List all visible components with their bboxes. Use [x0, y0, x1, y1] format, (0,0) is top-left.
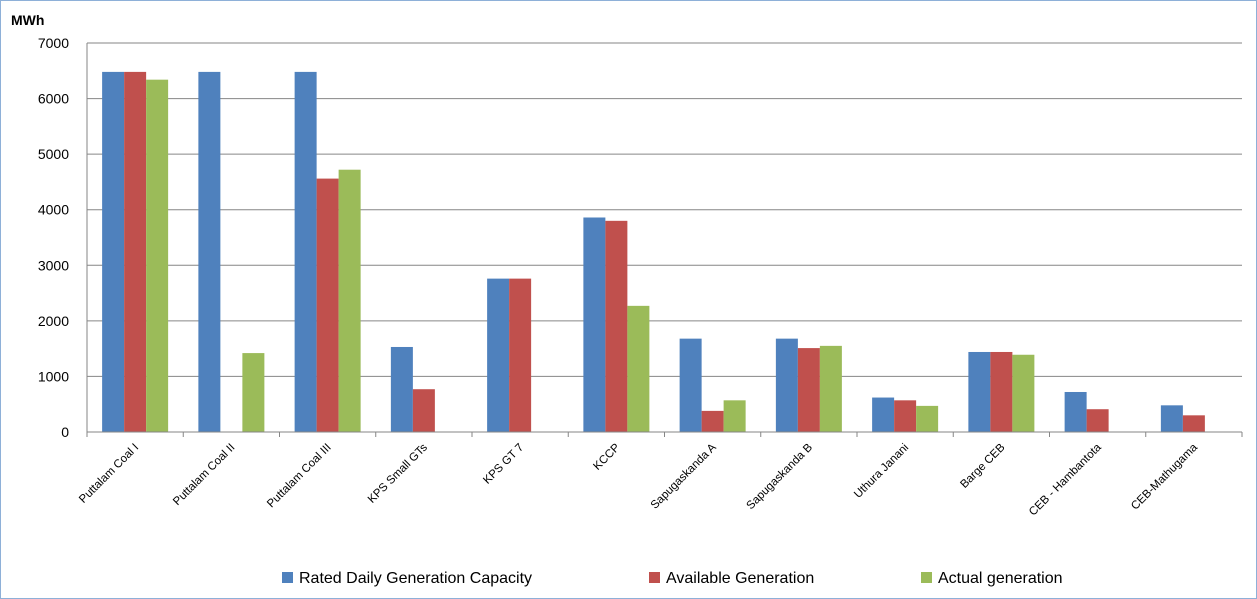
- x-tick-label: Puttalam Coal II: [171, 442, 237, 508]
- y-tick-label: 7000: [38, 35, 69, 51]
- bar: [412, 389, 435, 432]
- x-tick-label: Puttalam Coal I: [77, 442, 141, 506]
- bar: [701, 410, 724, 432]
- legend-swatch: [649, 572, 660, 583]
- x-tick-label: CEB-Mathugama: [1129, 441, 1200, 512]
- bar: [627, 305, 650, 432]
- bar: [198, 71, 221, 432]
- legend-label: Rated Daily Generation Capacity: [299, 570, 532, 587]
- bar: [242, 353, 265, 432]
- bar: [819, 345, 842, 432]
- bar: [1160, 405, 1183, 432]
- bar: [1086, 409, 1109, 432]
- bar: [294, 71, 317, 432]
- x-tick-label: Puttalam Coal III: [265, 442, 334, 511]
- y-tick-label: 6000: [38, 91, 69, 107]
- x-tick-labels: Puttalam Coal I Puttalam Coal II Puttalam …: [77, 441, 1200, 518]
- bar: [316, 178, 339, 432]
- gridlines: [87, 42, 1242, 377]
- bar: [487, 278, 510, 432]
- bar: [723, 400, 746, 432]
- y-tick-label: 4000: [38, 202, 69, 218]
- y-axis-unit-label: MWh: [11, 12, 44, 28]
- bar: [916, 405, 939, 432]
- axes: [86, 43, 1243, 437]
- bar: [146, 79, 169, 433]
- y-tick-label: 5000: [38, 146, 69, 162]
- x-tick-label: Uthura Janani: [852, 442, 911, 501]
- y-tick-label: 3000: [38, 257, 69, 273]
- bar: [583, 217, 606, 432]
- bar-series: [102, 71, 1205, 433]
- bar: [1182, 415, 1205, 432]
- y-tick-label: 2000: [38, 313, 69, 329]
- bar: [1012, 354, 1035, 432]
- legend-label: Available Generation: [666, 570, 814, 587]
- x-tick-label: KPS Small GTs: [366, 441, 430, 505]
- bar: [338, 169, 361, 432]
- bar: [390, 346, 413, 432]
- bar: [605, 220, 628, 432]
- x-tick-label: CEB - Hambantota: [1027, 441, 1104, 518]
- bar: [679, 338, 702, 432]
- bar: [872, 397, 895, 432]
- bar: [102, 71, 125, 432]
- bar: [894, 400, 917, 432]
- legend-label: Actual generation: [938, 570, 1063, 587]
- x-tick-label: Sapugaskanda A: [649, 441, 719, 511]
- y-tick-labels: 0 1000 2000 3000 4000 5000 6000 7000: [38, 35, 69, 440]
- x-tick-label: KCCP: [591, 441, 622, 472]
- legend: Rated Daily Generation Capacity Available…: [282, 570, 1063, 587]
- legend-swatch: [921, 572, 932, 583]
- bar: [968, 351, 991, 432]
- x-tick-label: KPS GT 7: [481, 442, 526, 487]
- bar: [775, 338, 798, 432]
- bar: [1064, 391, 1087, 432]
- y-tick-label: 1000: [38, 368, 69, 384]
- x-tick-label: Sapugaskanda B: [745, 441, 816, 512]
- y-tick-label: 0: [61, 424, 69, 440]
- legend-swatch: [282, 572, 293, 583]
- bar: [797, 348, 820, 432]
- bar: [124, 71, 147, 432]
- bar: [509, 278, 532, 432]
- x-tick-label: Barge CEB: [958, 441, 1007, 490]
- bar: [990, 351, 1013, 432]
